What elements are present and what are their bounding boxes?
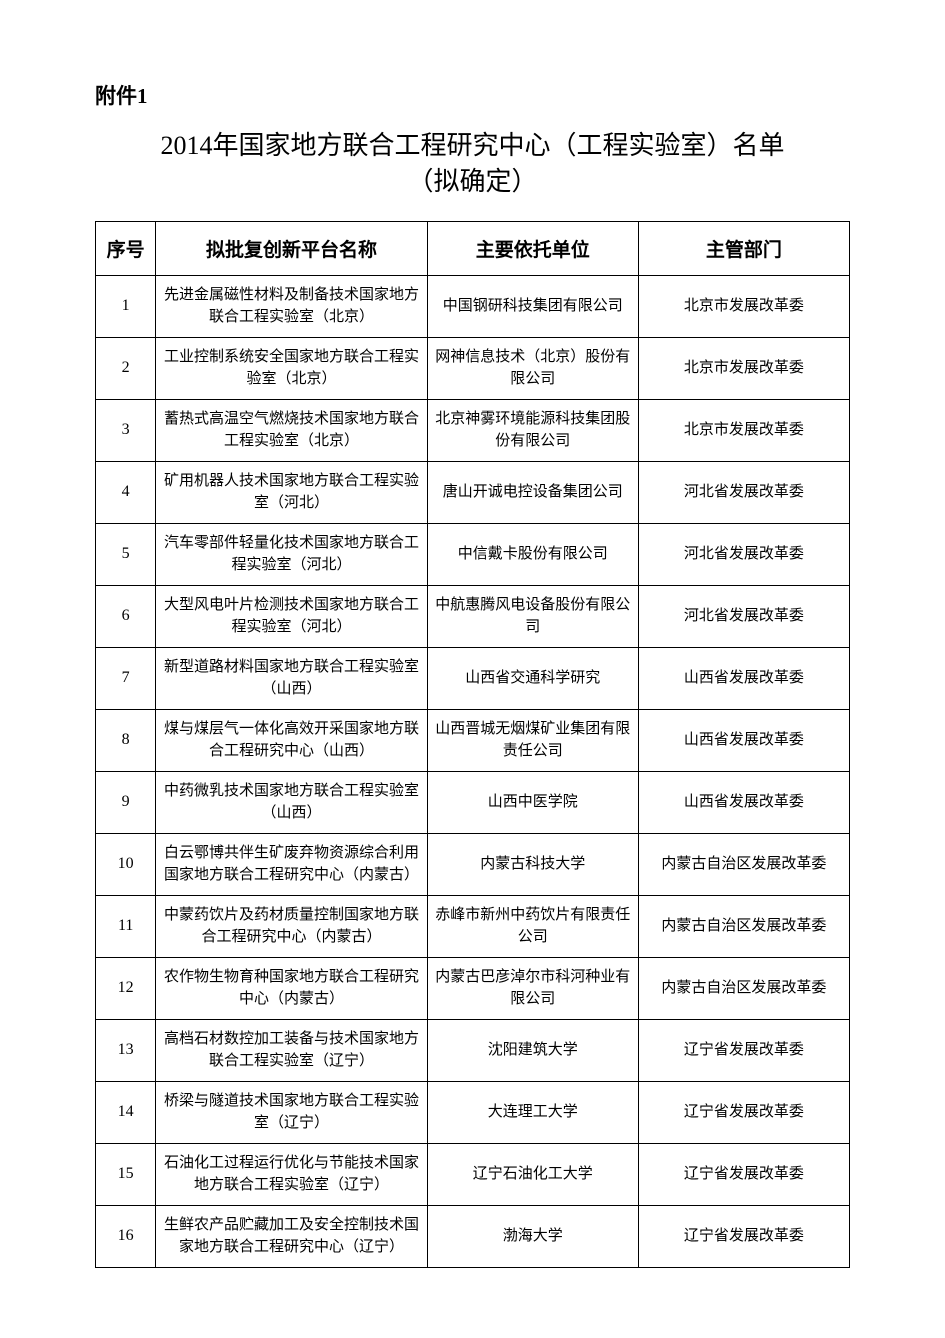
cell-unit: 沈阳建筑大学 <box>427 1019 638 1081</box>
cell-unit: 山西晋城无烟煤矿业集团有限责任公司 <box>427 709 638 771</box>
cell-dept: 辽宁省发展改革委 <box>638 1143 849 1205</box>
document-title-line-2: （拟确定） <box>95 164 850 200</box>
cell-name: 生鲜农产品贮藏加工及安全控制技术国家地方联合工程研究中心（辽宁） <box>156 1205 427 1267</box>
col-header-dept: 主管部门 <box>638 221 849 275</box>
cell-name: 蓄热式高温空气燃烧技术国家地方联合工程实验室（北京） <box>156 399 427 461</box>
cell-unit: 北京神雾环境能源科技集团股份有限公司 <box>427 399 638 461</box>
cell-dept: 辽宁省发展改革委 <box>638 1205 849 1267</box>
cell-seq: 15 <box>96 1143 156 1205</box>
cell-name: 先进金属磁性材料及制备技术国家地方联合工程实验室（北京） <box>156 275 427 337</box>
cell-name: 中蒙药饮片及药材质量控制国家地方联合工程研究中心（内蒙古） <box>156 895 427 957</box>
cell-name: 高档石材数控加工装备与技术国家地方联合工程实验室（辽宁） <box>156 1019 427 1081</box>
cell-seq: 11 <box>96 895 156 957</box>
table-row: 8 煤与煤层气一体化高效开采国家地方联合工程研究中心（山西） 山西晋城无烟煤矿业… <box>96 709 850 771</box>
cell-seq: 13 <box>96 1019 156 1081</box>
cell-seq: 8 <box>96 709 156 771</box>
cell-dept: 内蒙古自治区发展改革委 <box>638 957 849 1019</box>
cell-unit: 网神信息技术（北京）股份有限公司 <box>427 337 638 399</box>
cell-seq: 7 <box>96 647 156 709</box>
cell-name: 煤与煤层气一体化高效开采国家地方联合工程研究中心（山西） <box>156 709 427 771</box>
cell-name: 白云鄂博共伴生矿废弃物资源综合利用国家地方联合工程研究中心（内蒙古） <box>156 833 427 895</box>
cell-name: 汽车零部件轻量化技术国家地方联合工程实验室（河北） <box>156 523 427 585</box>
cell-seq: 16 <box>96 1205 156 1267</box>
table-row: 11 中蒙药饮片及药材质量控制国家地方联合工程研究中心（内蒙古） 赤峰市新州中药… <box>96 895 850 957</box>
cell-name: 中药微乳技术国家地方联合工程实验室（山西） <box>156 771 427 833</box>
attachment-label: 附件1 <box>95 80 850 110</box>
cell-unit: 辽宁石油化工大学 <box>427 1143 638 1205</box>
cell-seq: 12 <box>96 957 156 1019</box>
cell-dept: 河北省发展改革委 <box>638 461 849 523</box>
cell-unit: 山西中医学院 <box>427 771 638 833</box>
cell-unit: 内蒙古科技大学 <box>427 833 638 895</box>
cell-dept: 内蒙古自治区发展改革委 <box>638 833 849 895</box>
cell-name: 桥梁与隧道技术国家地方联合工程实验室（辽宁） <box>156 1081 427 1143</box>
table-row: 6 大型风电叶片检测技术国家地方联合工程实验室（河北） 中航惠腾风电设备股份有限… <box>96 585 850 647</box>
cell-dept: 内蒙古自治区发展改革委 <box>638 895 849 957</box>
cell-dept: 山西省发展改革委 <box>638 709 849 771</box>
cell-dept: 山西省发展改革委 <box>638 647 849 709</box>
cell-dept: 北京市发展改革委 <box>638 399 849 461</box>
table-row: 2 工业控制系统安全国家地方联合工程实验室（北京） 网神信息技术（北京）股份有限… <box>96 337 850 399</box>
table-row: 10 白云鄂博共伴生矿废弃物资源综合利用国家地方联合工程研究中心（内蒙古） 内蒙… <box>96 833 850 895</box>
cell-seq: 5 <box>96 523 156 585</box>
table-row: 15 石油化工过程运行优化与节能技术国家地方联合工程实验室（辽宁） 辽宁石油化工… <box>96 1143 850 1205</box>
cell-name: 大型风电叶片检测技术国家地方联合工程实验室（河北） <box>156 585 427 647</box>
cell-unit: 中国钢研科技集团有限公司 <box>427 275 638 337</box>
col-header-name: 拟批复创新平台名称 <box>156 221 427 275</box>
table-row: 3 蓄热式高温空气燃烧技术国家地方联合工程实验室（北京） 北京神雾环境能源科技集… <box>96 399 850 461</box>
cell-name: 工业控制系统安全国家地方联合工程实验室（北京） <box>156 337 427 399</box>
table-row: 13 高档石材数控加工装备与技术国家地方联合工程实验室（辽宁） 沈阳建筑大学 辽… <box>96 1019 850 1081</box>
table-row: 4 矿用机器人技术国家地方联合工程实验室（河北） 唐山开诚电控设备集团公司 河北… <box>96 461 850 523</box>
table-body: 1 先进金属磁性材料及制备技术国家地方联合工程实验室（北京） 中国钢研科技集团有… <box>96 275 850 1267</box>
cell-unit: 中信戴卡股份有限公司 <box>427 523 638 585</box>
col-header-unit: 主要依托单位 <box>427 221 638 275</box>
cell-name: 农作物生物育种国家地方联合工程研究中心（内蒙古） <box>156 957 427 1019</box>
cell-name: 矿用机器人技术国家地方联合工程实验室（河北） <box>156 461 427 523</box>
cell-dept: 辽宁省发展改革委 <box>638 1081 849 1143</box>
cell-name: 新型道路材料国家地方联合工程实验室（山西） <box>156 647 427 709</box>
document-title-line-1: 2014年国家地方联合工程研究中心（工程实验室）名单 <box>95 128 850 164</box>
cell-dept: 山西省发展改革委 <box>638 771 849 833</box>
cell-dept: 北京市发展改革委 <box>638 275 849 337</box>
table-row: 1 先进金属磁性材料及制备技术国家地方联合工程实验室（北京） 中国钢研科技集团有… <box>96 275 850 337</box>
table-row: 16 生鲜农产品贮藏加工及安全控制技术国家地方联合工程研究中心（辽宁） 渤海大学… <box>96 1205 850 1267</box>
cell-unit: 内蒙古巴彦淖尔市科河种业有限公司 <box>427 957 638 1019</box>
cell-unit: 大连理工大学 <box>427 1081 638 1143</box>
cell-unit: 渤海大学 <box>427 1205 638 1267</box>
cell-seq: 4 <box>96 461 156 523</box>
cell-dept: 辽宁省发展改革委 <box>638 1019 849 1081</box>
cell-seq: 1 <box>96 275 156 337</box>
cell-dept: 北京市发展改革委 <box>638 337 849 399</box>
cell-seq: 10 <box>96 833 156 895</box>
cell-unit: 赤峰市新州中药饮片有限责任公司 <box>427 895 638 957</box>
cell-seq: 9 <box>96 771 156 833</box>
cell-dept: 河北省发展改革委 <box>638 523 849 585</box>
cell-unit: 中航惠腾风电设备股份有限公司 <box>427 585 638 647</box>
cell-dept: 河北省发展改革委 <box>638 585 849 647</box>
data-table: 序号 拟批复创新平台名称 主要依托单位 主管部门 1 先进金属磁性材料及制备技术… <box>95 221 850 1268</box>
table-row: 9 中药微乳技术国家地方联合工程实验室（山西） 山西中医学院 山西省发展改革委 <box>96 771 850 833</box>
table-row: 12 农作物生物育种国家地方联合工程研究中心（内蒙古） 内蒙古巴彦淖尔市科河种业… <box>96 957 850 1019</box>
cell-seq: 3 <box>96 399 156 461</box>
cell-seq: 2 <box>96 337 156 399</box>
table-row: 5 汽车零部件轻量化技术国家地方联合工程实验室（河北） 中信戴卡股份有限公司 河… <box>96 523 850 585</box>
cell-unit: 唐山开诚电控设备集团公司 <box>427 461 638 523</box>
table-row: 7 新型道路材料国家地方联合工程实验室（山西） 山西省交通科学研究 山西省发展改… <box>96 647 850 709</box>
cell-unit: 山西省交通科学研究 <box>427 647 638 709</box>
col-header-seq: 序号 <box>96 221 156 275</box>
cell-seq: 14 <box>96 1081 156 1143</box>
cell-name: 石油化工过程运行优化与节能技术国家地方联合工程实验室（辽宁） <box>156 1143 427 1205</box>
cell-seq: 6 <box>96 585 156 647</box>
table-header-row: 序号 拟批复创新平台名称 主要依托单位 主管部门 <box>96 221 850 275</box>
table-row: 14 桥梁与隧道技术国家地方联合工程实验室（辽宁） 大连理工大学 辽宁省发展改革… <box>96 1081 850 1143</box>
